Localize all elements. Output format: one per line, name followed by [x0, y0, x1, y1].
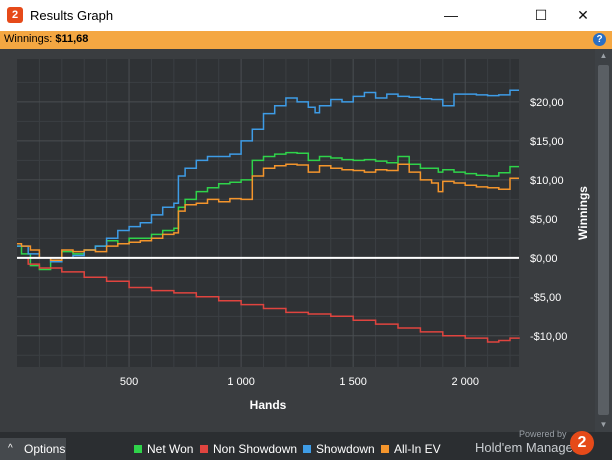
series-line-non-showdown: [17, 257, 520, 343]
y-tick-label: $15,00: [530, 136, 564, 148]
winnings-bar: Winnings: $11,68 ?: [0, 31, 612, 49]
plot-area: [17, 59, 519, 367]
powered-by-text: Powered by: [519, 429, 567, 439]
y-tick-label: -$5,00: [530, 292, 561, 304]
winnings-value: $11,68: [55, 33, 89, 45]
y-axis-label: Winnings: [576, 186, 590, 240]
grid: [17, 59, 519, 367]
legend-all-in-ev-label: All-In EV: [394, 442, 441, 456]
brand-name: Hold'em Manager: [475, 440, 578, 455]
series-lines: [17, 89, 520, 343]
brand-logo-icon: 2: [570, 431, 594, 455]
x-tick-label: 1 500: [339, 376, 367, 388]
y-tick-label: $5,00: [530, 214, 558, 226]
y-tick-label: $20,00: [530, 97, 564, 109]
maximize-button[interactable]: ☐: [534, 7, 548, 23]
results-graph: $20,00 $15,00 $10,00 $5,00 $0,00 -$5,00 -$10,0…: [0, 49, 595, 432]
series-line-showdown: [17, 89, 519, 263]
vertical-scrollbar[interactable]: ▲ ▼: [595, 49, 612, 432]
legend-non-showdown[interactable]: Non Showdown: [200, 442, 297, 456]
series-line-all-in-ev: [17, 163, 519, 261]
x-tick-label: 2 000: [451, 376, 479, 388]
scroll-up-icon[interactable]: ▲: [599, 51, 608, 60]
title-bar: 2 Results Graph — ☐ ✕: [0, 0, 612, 31]
winnings-label: Winnings:: [4, 33, 53, 45]
close-button[interactable]: ✕: [577, 7, 589, 23]
legend-non-showdown-label: Non Showdown: [213, 442, 298, 456]
x-tick-label: 500: [120, 376, 138, 388]
legend-non-showdown-swatch: [200, 445, 208, 453]
y-tick-label: $10,00: [530, 175, 564, 187]
caret-up-icon: ^: [8, 443, 13, 454]
scroll-thumb[interactable]: [598, 65, 609, 415]
legend-net-won-label: Net Won: [147, 442, 194, 456]
x-tick-labels: 500 1 000 1 500 2 000: [120, 376, 479, 388]
footer: ^ Options Net Won Non Showdown Showdown …: [0, 429, 612, 460]
scroll-down-icon[interactable]: ▼: [599, 420, 608, 429]
x-axis-label: Hands: [250, 398, 287, 412]
legend-net-won[interactable]: Net Won: [134, 442, 193, 456]
y-tick-label: -$10,00: [530, 331, 567, 343]
legend-showdown-label: Showdown: [316, 442, 375, 456]
legend-all-in-ev-swatch: [381, 445, 389, 453]
x-tick-label: 1 000: [227, 376, 255, 388]
window-title: Results Graph: [30, 8, 114, 23]
winnings-summary: Winnings: $11,68: [4, 33, 88, 45]
options-label: Options: [24, 442, 66, 456]
legend-net-won-swatch: [134, 445, 142, 453]
legend-showdown-swatch: [303, 445, 311, 453]
y-tick-labels: $20,00 $15,00 $10,00 $5,00 $0,00 -$5,00 -$10,0…: [530, 97, 567, 343]
legend-all-in-ev[interactable]: All-In EV: [381, 442, 441, 456]
app-logo-icon: 2: [7, 7, 23, 23]
minimize-button[interactable]: —: [444, 7, 458, 23]
y-tick-label: $0,00: [530, 253, 558, 265]
help-icon[interactable]: ?: [593, 33, 606, 46]
legend-showdown[interactable]: Showdown: [303, 442, 375, 456]
options-button[interactable]: ^ Options: [0, 438, 66, 460]
